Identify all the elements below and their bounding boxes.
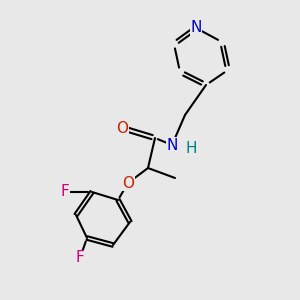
Text: O: O	[116, 121, 128, 136]
Text: N: N	[190, 20, 202, 35]
Text: F: F	[76, 250, 84, 266]
Text: H: H	[186, 141, 197, 156]
Text: F: F	[61, 184, 69, 200]
Text: O: O	[122, 176, 134, 190]
Text: N: N	[166, 137, 178, 152]
